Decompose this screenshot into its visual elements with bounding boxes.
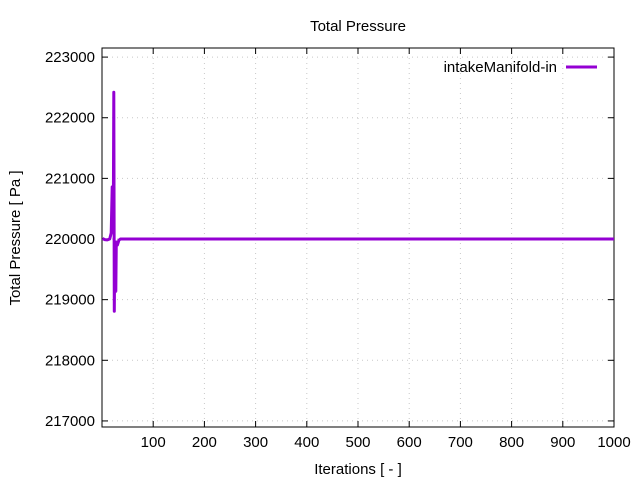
- y-tick-label: 221000: [45, 170, 95, 187]
- x-tick-label: 100: [141, 434, 166, 451]
- y-tick-label: 220000: [45, 231, 95, 248]
- chart-title: Total Pressure: [310, 18, 406, 35]
- x-tick-label: 600: [397, 434, 422, 451]
- x-tick-label: 900: [550, 434, 575, 451]
- x-tick-label: 500: [345, 434, 370, 451]
- x-tick-label: 400: [294, 434, 319, 451]
- x-tick-label: 300: [243, 434, 268, 451]
- x-tick-label: 1000: [597, 434, 630, 451]
- y-tick-label: 217000: [45, 413, 95, 430]
- ticks: 100 200 300 400 500 600 700 800 900 1000 217000 218…: [45, 48, 631, 451]
- y-tick-label: 218000: [45, 352, 95, 369]
- x-axis-label: Iterations [ - ]: [314, 461, 402, 478]
- x-tick-label: 200: [192, 434, 217, 451]
- x-tick-label: 700: [448, 434, 473, 451]
- x-tick-label: 800: [499, 434, 524, 451]
- y-axis-label: Total Pressure [ Pa ]: [7, 170, 24, 305]
- series-line-intakeManifold-in: [101, 90, 614, 313]
- legend-label: intakeManifold-in: [444, 59, 557, 76]
- y-tick-label: 223000: [45, 49, 95, 66]
- y-tick-label: 219000: [45, 292, 95, 309]
- series: [101, 90, 614, 313]
- y-tick-label: 222000: [45, 110, 95, 127]
